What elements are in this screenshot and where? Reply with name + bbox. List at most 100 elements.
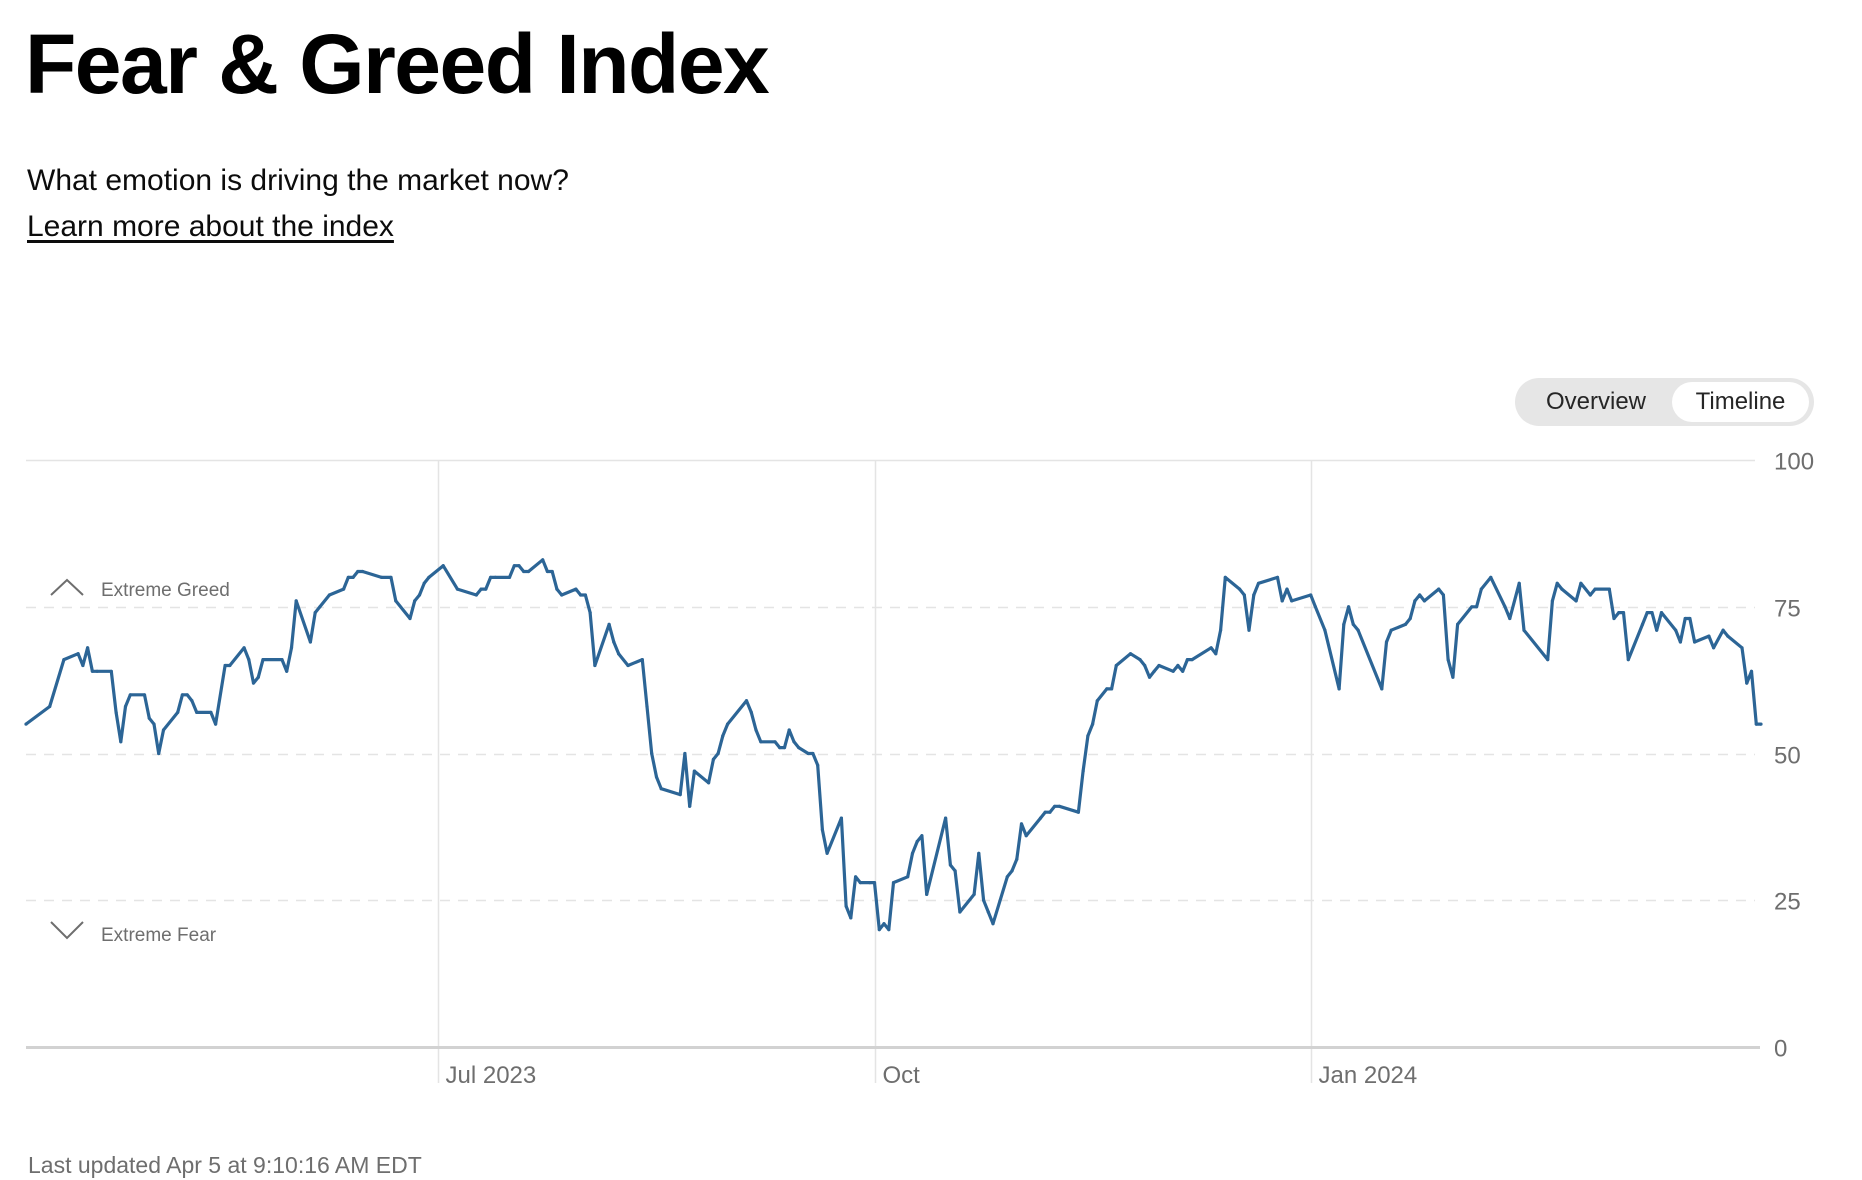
data-point <box>493 575 497 580</box>
data-point <box>1593 587 1597 591</box>
data-point <box>1759 722 1763 726</box>
data-point <box>289 646 294 650</box>
data-point <box>379 575 384 580</box>
data-point <box>1091 722 1095 726</box>
page-title: Fear & Greed Index <box>25 17 770 111</box>
data-point <box>1313 605 1317 609</box>
extreme-fear-label: Extreme Fear <box>101 925 217 946</box>
x-tick-label: Oct <box>883 1062 921 1089</box>
data-point <box>787 728 791 732</box>
data-point <box>417 593 422 597</box>
data-point <box>1128 652 1133 656</box>
data-point <box>1256 581 1261 585</box>
data-point <box>982 898 986 902</box>
data-point <box>1081 769 1085 773</box>
data-point <box>1413 599 1417 603</box>
data-point <box>1745 681 1749 685</box>
data-point <box>1309 593 1313 597</box>
data-point <box>612 640 616 644</box>
data-point <box>342 587 346 591</box>
data-point <box>1176 663 1180 668</box>
data-point <box>256 675 260 679</box>
chevron-up-icon <box>50 578 84 596</box>
data-point <box>977 851 981 855</box>
data-point <box>361 569 365 574</box>
view-toggle: Overview Timeline <box>1515 378 1814 426</box>
data-point <box>123 704 128 709</box>
data-point <box>806 751 810 756</box>
data-point <box>1024 834 1028 838</box>
data-point <box>607 622 611 627</box>
data-point <box>854 875 858 879</box>
data-point <box>1626 658 1630 662</box>
data-point <box>1475 605 1479 609</box>
data-point <box>877 928 881 932</box>
data-point <box>1223 575 1227 580</box>
data-point <box>825 851 829 855</box>
data-point <box>1351 622 1355 627</box>
data-point <box>792 740 796 744</box>
data-point <box>152 722 156 726</box>
data-point <box>1693 640 1697 644</box>
data-point <box>858 881 862 885</box>
data-point <box>1252 593 1256 597</box>
grid-layer <box>26 459 1760 1083</box>
data-point <box>574 587 578 591</box>
data-point <box>1143 663 1147 668</box>
data-point <box>944 816 948 820</box>
data-point <box>986 910 990 914</box>
data-point <box>872 881 877 885</box>
data-point <box>1403 622 1408 627</box>
data-point <box>1209 646 1213 650</box>
data-point <box>1688 616 1692 621</box>
data-point <box>550 569 554 574</box>
data-point <box>868 881 872 885</box>
data-point <box>1285 587 1289 591</box>
data-point <box>161 728 166 732</box>
data-point <box>1337 687 1341 691</box>
data-point <box>1503 605 1507 609</box>
data-point <box>346 575 350 580</box>
data-point <box>1105 687 1109 691</box>
data-point <box>1617 611 1621 615</box>
data-point <box>86 646 90 650</box>
data-point <box>707 781 711 785</box>
data-point <box>1275 575 1280 580</box>
data-point <box>327 593 331 597</box>
data-point <box>782 746 787 750</box>
data-point <box>683 751 687 756</box>
data-point <box>844 904 848 908</box>
data-point <box>1086 734 1090 738</box>
data-point <box>517 564 521 568</box>
data-point <box>507 575 512 580</box>
data-point <box>654 775 659 779</box>
data-point <box>721 734 725 738</box>
data-point <box>261 658 265 662</box>
last-updated: Last updated Apr 5 at 9:10:16 AM EDT <box>28 1152 422 1178</box>
y-tick-label: 0 <box>1774 1036 1787 1063</box>
data-point <box>389 575 393 580</box>
data-point <box>958 910 962 914</box>
data-point <box>81 663 85 668</box>
data-point <box>645 704 649 709</box>
data-point <box>1219 628 1223 632</box>
toggle-overview-button[interactable]: Overview <box>1545 388 1647 415</box>
data-point <box>251 681 256 685</box>
data-point <box>1015 857 1019 861</box>
data-point <box>489 575 493 580</box>
data-point <box>593 663 597 668</box>
data-point <box>560 593 564 597</box>
x-tick-label: Jul 2023 <box>446 1062 537 1089</box>
data-point <box>1290 599 1294 603</box>
data-point <box>1560 587 1564 591</box>
data-point <box>716 751 720 756</box>
data-point <box>1607 587 1611 591</box>
data-point <box>1185 658 1189 662</box>
data-point <box>887 928 891 932</box>
y-tick-label: 100 <box>1774 449 1814 476</box>
data-point <box>1522 628 1526 632</box>
data-point <box>1152 669 1156 673</box>
data-point <box>1389 628 1393 632</box>
learn-more-link[interactable]: Learn more about the index <box>27 210 394 243</box>
toggle-timeline-button[interactable]: Timeline <box>1672 382 1809 422</box>
